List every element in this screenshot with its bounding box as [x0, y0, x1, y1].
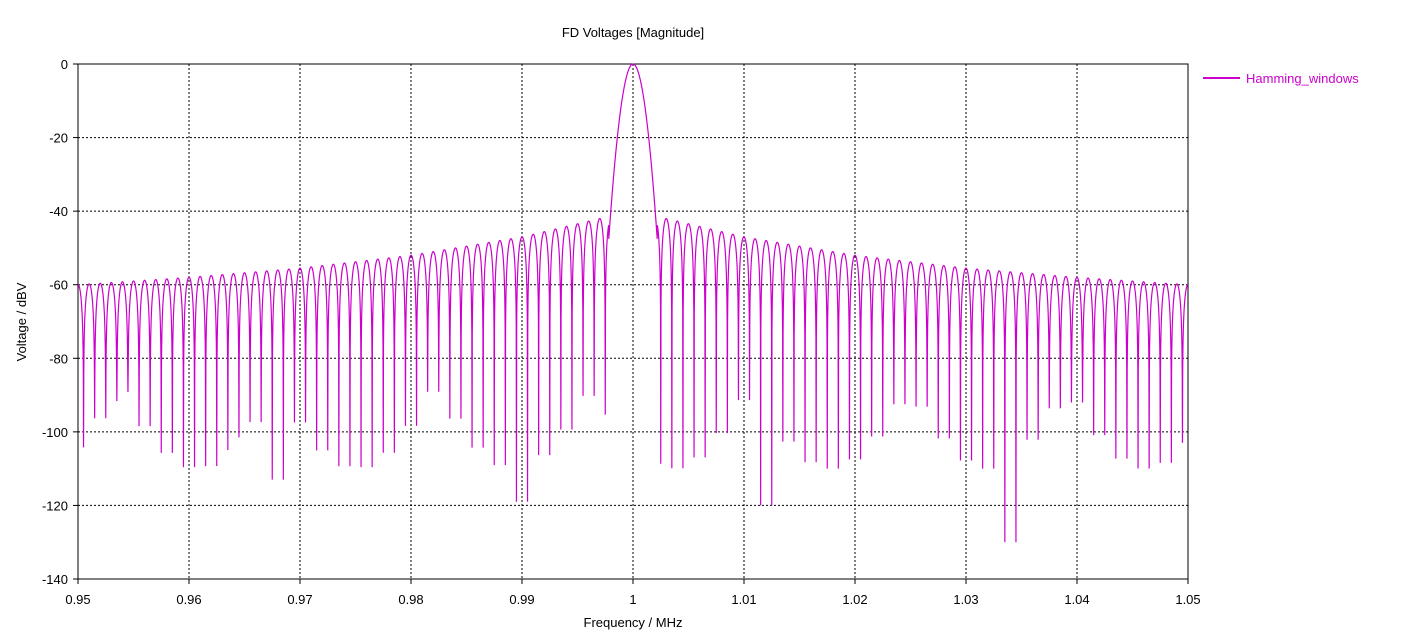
x-tick-label: 0.97	[287, 592, 312, 607]
series-line-hamming-windows	[77, 63, 1189, 543]
y-tick-label: -140	[42, 572, 68, 587]
legend-entry-hamming-windows: Hamming_windows	[1246, 71, 1359, 86]
x-tick-label: 0.99	[509, 592, 534, 607]
x-tick-label: 1	[629, 592, 636, 607]
x-tick-label: 1.01	[731, 592, 756, 607]
chart-title: FD Voltages [Magnitude]	[562, 25, 704, 40]
y-tick-label: -80	[49, 351, 68, 366]
y-tick-label: -60	[49, 278, 68, 293]
x-tick-label: 0.95	[65, 592, 90, 607]
x-axis: 0.95 0.96 0.97 0.98 0.99 1 1.01 1.02 1.03 1.04 1.0…	[65, 579, 1201, 607]
y-tick-label: -100	[42, 425, 68, 440]
x-tick-label: 0.98	[398, 592, 423, 607]
y-tick-label: -40	[49, 204, 68, 219]
y-tick-label: 0	[61, 57, 68, 72]
x-tick-label: 1.02	[842, 592, 867, 607]
y-tick-label: -120	[42, 498, 68, 513]
x-tick-label: 1.05	[1175, 592, 1200, 607]
x-axis-title: Frequency / MHz	[584, 615, 683, 630]
x-tick-label: 0.96	[176, 592, 201, 607]
y-axis-title: Voltage / dBV	[14, 282, 29, 361]
x-tick-label: 1.03	[953, 592, 978, 607]
x-tick-label: 1.04	[1064, 592, 1089, 607]
y-tick-label: -20	[49, 131, 68, 146]
y-axis: 0 -20 -40 -60 -80 -100 -120 -140	[42, 57, 78, 587]
grid	[78, 64, 1188, 579]
legend: Hamming_windows	[1203, 71, 1359, 86]
